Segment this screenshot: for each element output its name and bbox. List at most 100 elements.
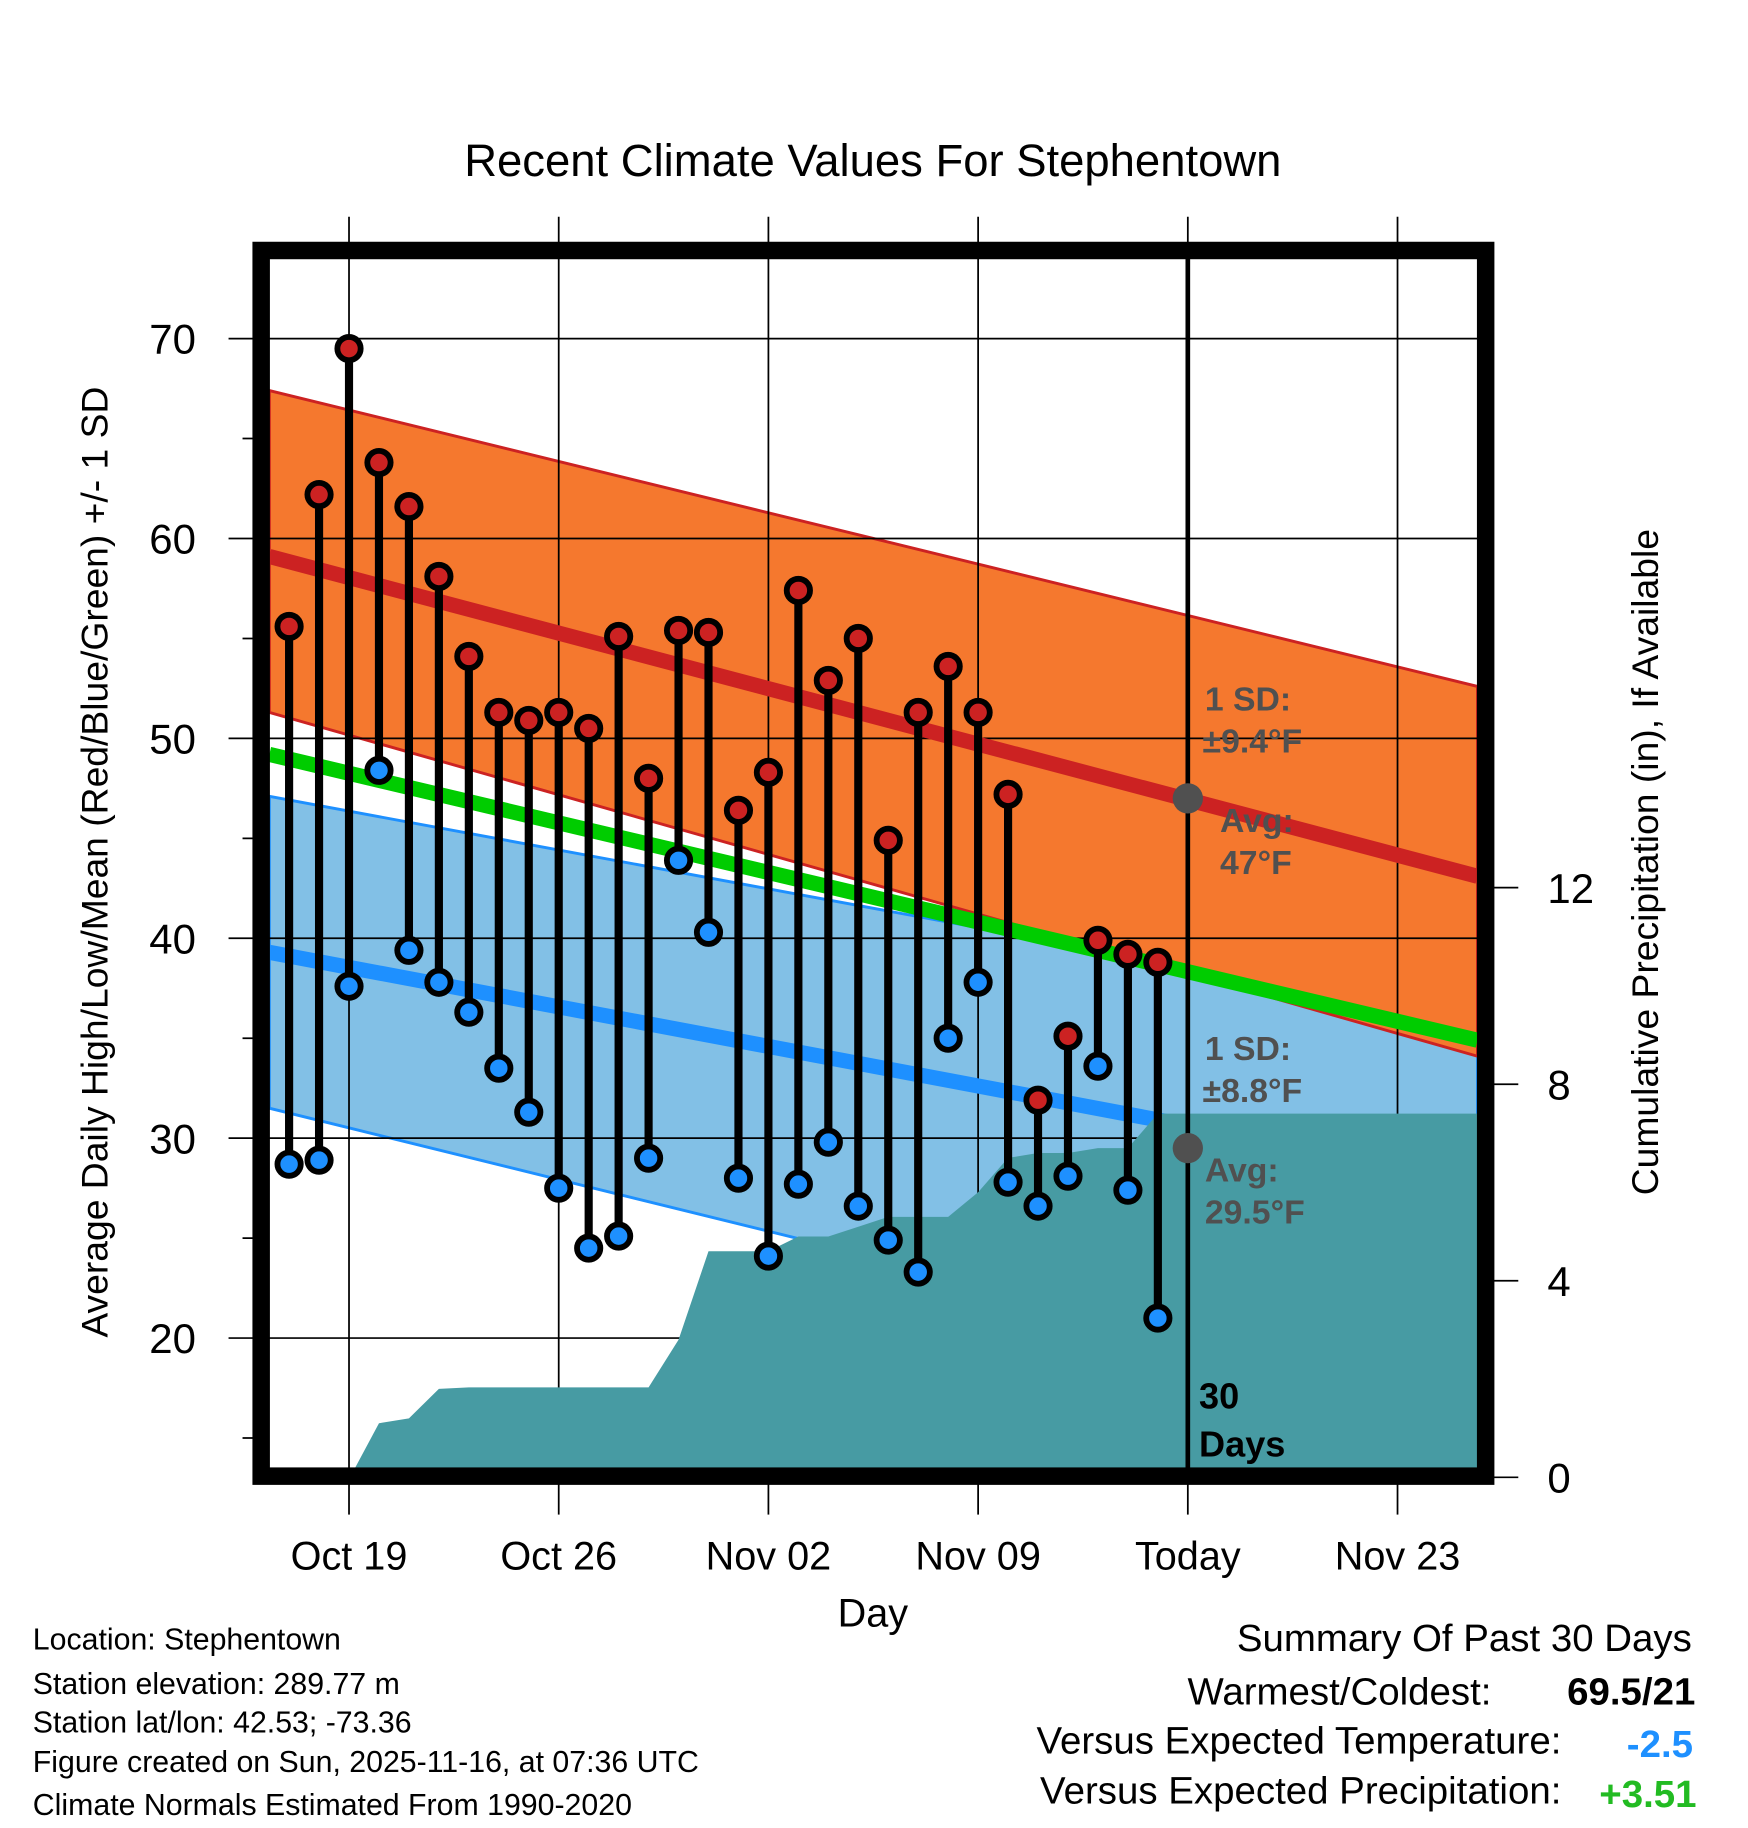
y2-axis-label: Cumulative Precipitation (in), If Availa… [1624, 529, 1666, 1195]
normals-text: Climate Normals Estimated From 1990-2020 [33, 1789, 632, 1822]
warm-cold-value: 69.5/21 [1567, 1671, 1695, 1714]
low-avg-label: Avg: [1205, 1151, 1279, 1189]
daily-low-point [903, 1257, 933, 1287]
y-axis-label: Average Daily High/Low/Mean (Red/Blue/Gr… [73, 387, 115, 1338]
daily-low-point [843, 1191, 873, 1221]
daily-low-point [484, 1053, 514, 1083]
daily-high-point [484, 697, 514, 727]
low-sd-label: 1 SD: [1205, 1030, 1291, 1068]
high-avg-line [267, 549, 1480, 884]
location-text: Location: Stephentown [33, 1624, 341, 1657]
y2-tick-label: 4 [1547, 1258, 1570, 1305]
daily-high-point [663, 615, 694, 646]
chart-title: Recent Climate Values For Stephentown [464, 135, 1281, 186]
plot-frame [252, 241, 1495, 1485]
daily-high-point [753, 757, 783, 787]
created-text: Figure created on Sun, 2025-11-16, at 07… [33, 1746, 699, 1779]
high-sd-label: 1 SD: [1205, 681, 1291, 719]
daily-low-point [993, 1167, 1023, 1197]
daily-low-point [544, 1173, 574, 1203]
temp-diff-value: -2.5 [1627, 1723, 1693, 1766]
low-avg-marker [1172, 1133, 1203, 1164]
daily-low-point [634, 1143, 664, 1173]
daily-high-point [1113, 939, 1143, 969]
y2-tick-label: 12 [1547, 865, 1594, 912]
daily-low-point [454, 997, 484, 1027]
daily-high-point [783, 575, 813, 606]
daily-high-point [274, 611, 304, 642]
daily-high-point [604, 621, 634, 652]
daily-low-point [1023, 1191, 1053, 1221]
daily-low-point [1143, 1303, 1173, 1333]
x-tick-label: Oct 19 [291, 1534, 408, 1578]
daily-high-point [424, 561, 454, 592]
daily-high-point [334, 334, 364, 364]
daily-low-point [783, 1169, 813, 1199]
y2-tick-label: 8 [1547, 1061, 1570, 1108]
precip-diff-value: +3.51 [1599, 1773, 1696, 1816]
high-sd-value: ±9.4°F [1203, 723, 1303, 761]
daily-low-point [364, 755, 394, 785]
daily-high-point [813, 665, 843, 695]
elevation-text: Station elevation: 289.77 m [33, 1668, 400, 1701]
daily-high-point [1023, 1085, 1053, 1115]
daily-high-point [903, 697, 933, 727]
daily-high-point [693, 617, 724, 648]
daily-low-point [424, 967, 454, 997]
summary-box: Summary Of Past 30 Days Warmest/Coldest:… [1036, 1617, 1696, 1816]
x-tick-label: Nov 09 [915, 1534, 1041, 1578]
x-tick-label: Today [1135, 1534, 1241, 1578]
x-tick-label: Nov 23 [1335, 1534, 1461, 1578]
latlon-text: Station lat/lon: 42.53; -73.36 [33, 1706, 412, 1739]
y-tick-label: 60 [149, 516, 196, 563]
daily-low-point [963, 967, 993, 997]
daily-high-point [304, 479, 334, 510]
daily-low-point [693, 917, 724, 947]
daily-high-point [514, 705, 544, 735]
warm-cold-label: Warmest/Coldest: [1187, 1671, 1491, 1714]
high-avg-marker [1172, 783, 1203, 814]
daily-high-point [933, 651, 963, 681]
daily-low-point [1113, 1175, 1143, 1205]
daily-low-point [663, 845, 694, 875]
daily-high-point [873, 825, 903, 855]
daily-low-point [1083, 1051, 1113, 1081]
daily-low-point [604, 1221, 634, 1251]
y-tick-label: 70 [149, 316, 196, 363]
daily-high-point [1143, 947, 1173, 977]
daily-low-point [394, 935, 424, 965]
low-avg-value: 29.5°F [1205, 1193, 1305, 1231]
daily-low-point [334, 971, 364, 1001]
daily-low-point [514, 1097, 544, 1127]
daily-low-point [574, 1233, 604, 1263]
x-tick-label: Oct 26 [500, 1534, 617, 1578]
daily-low-point [753, 1241, 783, 1271]
y-tick-label: 40 [149, 915, 196, 962]
y-tick-label: 20 [149, 1315, 196, 1362]
daily-high-point [394, 491, 424, 522]
daily-high-point [843, 623, 873, 654]
daily-high-point [544, 697, 574, 727]
daily-high-point [454, 641, 484, 671]
summary-title: Summary Of Past 30 Days [1237, 1617, 1692, 1660]
daily-low-point [813, 1127, 843, 1157]
daily-high-point [1053, 1021, 1083, 1051]
daily-low-point [1053, 1161, 1083, 1191]
high-avg-label: Avg: [1220, 802, 1294, 840]
y-tick-label: 50 [149, 716, 196, 763]
high-avg-value: 47°F [1220, 844, 1292, 882]
y2-tick-label: 0 [1547, 1454, 1570, 1501]
x-axis-label: Day [838, 1591, 909, 1635]
daily-high-point [574, 713, 604, 743]
daily-high-point [993, 779, 1023, 809]
daily-low-point [873, 1225, 903, 1255]
precip-area [355, 1113, 1478, 1468]
x-tick-label: Nov 02 [706, 1534, 832, 1578]
days-count-label: 30 [1199, 1376, 1239, 1417]
temp-diff-label: Versus Expected Temperature: [1036, 1719, 1561, 1762]
low-sd-value: ±8.8°F [1203, 1072, 1303, 1110]
precip-diff-label: Versus Expected Precipitation: [1040, 1770, 1561, 1813]
station-info: Location: Stephentown Station elevation:… [33, 1624, 699, 1822]
daily-low-point [933, 1023, 963, 1053]
